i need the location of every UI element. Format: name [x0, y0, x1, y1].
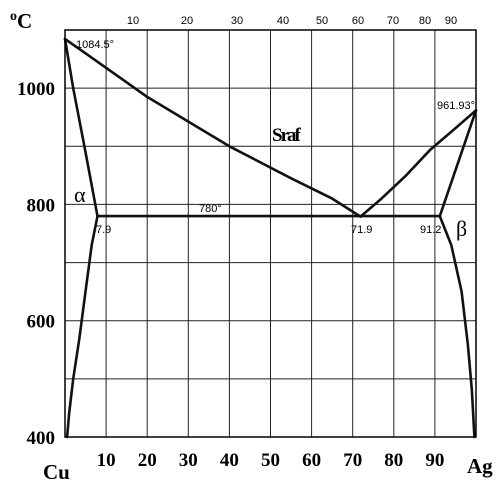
phase-boundary-curve — [63, 37, 99, 218]
phase-boundary-curve — [359, 109, 478, 218]
bottom-axis-ticks: 10 20 30 40 50 60 70 80 90 — [97, 450, 445, 471]
alpha-limit-label: 7.9 — [96, 224, 111, 236]
phase-boundary-curve — [65, 214, 99, 439]
beta-phase-label: β — [456, 216, 467, 241]
top-axis-ticks: 10 20 30 40 50 60 70 80 90 — [127, 15, 457, 27]
bottom-tick-label: 90 — [425, 450, 444, 471]
y-tick-label: 600 — [27, 312, 56, 333]
top-tick-label: 60 — [352, 15, 364, 27]
eutectic-temp-label: 780° — [199, 203, 222, 215]
y-tick-label: 800 — [27, 195, 56, 216]
bottom-tick-label: 50 — [261, 450, 280, 471]
top-tick-label: 90 — [445, 15, 457, 27]
left-component-label: Cu — [43, 460, 70, 484]
top-tick-label: 10 — [127, 15, 139, 27]
grid — [65, 30, 476, 437]
ag-melting-label: 961.93° — [437, 100, 475, 112]
phase-boundary-curve — [63, 37, 362, 218]
y-tick-label: 400 — [27, 428, 56, 449]
top-tick-label: 80 — [419, 15, 431, 27]
bottom-tick-label: 40 — [220, 450, 239, 471]
top-tick-label: 70 — [387, 15, 399, 27]
top-tick-label: 20 — [181, 15, 193, 27]
y-axis-unit-label: oC — [10, 9, 32, 33]
top-tick-label: 50 — [316, 15, 328, 27]
plot-frame — [64, 29, 477, 438]
top-tick-label: 40 — [277, 15, 289, 27]
phase-boundary-curve — [438, 214, 476, 439]
eutectic-comp-label: 71.9 — [351, 224, 372, 236]
right-component-label: Ag — [467, 454, 493, 478]
bottom-tick-label: 20 — [138, 450, 157, 471]
bottom-tick-label: 80 — [384, 450, 403, 471]
phase-boundary-curve — [438, 109, 478, 218]
phase-boundaries — [63, 37, 478, 439]
y-tick-label: 1000 — [17, 79, 55, 100]
bottom-tick-label: 10 — [97, 450, 116, 471]
y-axis-ticks: 400 600 800 1000 — [17, 79, 55, 449]
bottom-tick-label: 60 — [302, 450, 321, 471]
top-tick-label: 30 — [231, 15, 243, 27]
bottom-tick-label: 30 — [179, 450, 198, 471]
liquid-region-label: Sraf — [272, 125, 302, 146]
cu-melting-label: 1084.5° — [76, 39, 114, 51]
beta-limit-label: 91.2 — [420, 224, 441, 236]
bottom-tick-label: 70 — [343, 450, 362, 471]
alpha-phase-label: α — [74, 182, 86, 207]
